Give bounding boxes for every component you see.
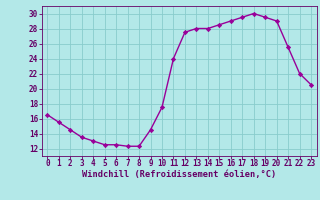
X-axis label: Windchill (Refroidissement éolien,°C): Windchill (Refroidissement éolien,°C) xyxy=(82,170,276,179)
